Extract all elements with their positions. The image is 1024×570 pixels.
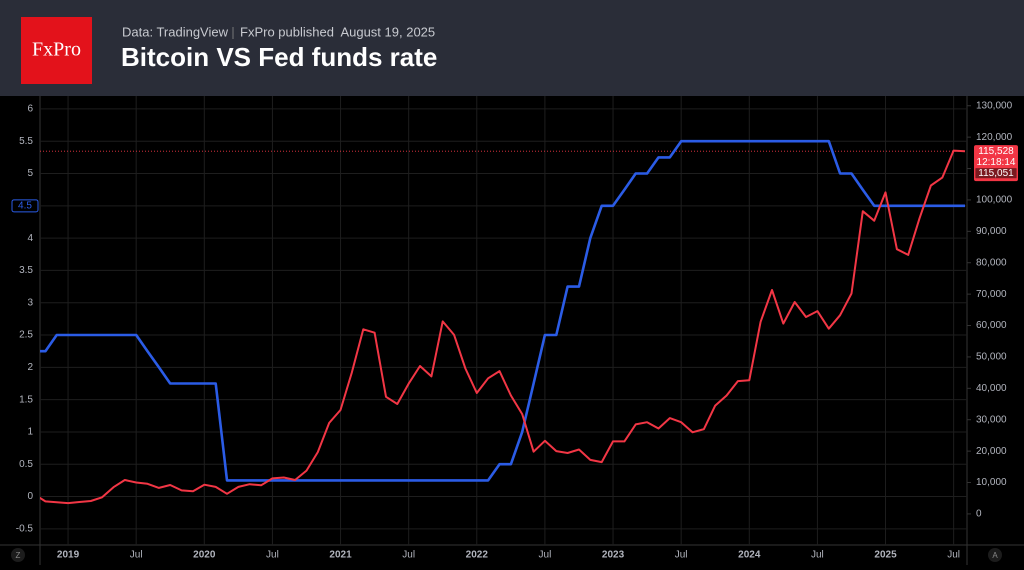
y-tick-label: 2.5 — [19, 330, 33, 341]
y2-tick-label: 120,000 — [976, 132, 1013, 143]
auto-button[interactable] — [988, 548, 1002, 562]
x-tick-label: 2020 — [193, 550, 216, 561]
chart-bg — [0, 96, 1024, 565]
y2-tick-label: 40,000 — [976, 383, 1007, 394]
y2-tick-label: 20,000 — [976, 446, 1007, 457]
series-line — [40, 149, 966, 505]
y-tick-label: 2 — [27, 362, 33, 373]
chart-title: Bitcoin VS Fed funds rate — [121, 42, 437, 72]
y2-tick-label: 90,000 — [976, 226, 1007, 237]
rate-marker-label: 4.5 — [18, 200, 32, 211]
x-tick-label: Jul — [947, 550, 960, 561]
x-tick-label: Jul — [811, 550, 824, 561]
x-tick-label: 2022 — [466, 550, 489, 561]
y2-tick-label: 10,000 — [976, 477, 1007, 488]
y2-tick-label: 30,000 — [976, 414, 1007, 425]
series-line — [40, 139, 965, 482]
rate-marker-box — [11, 199, 39, 213]
x-tick-label: Jul — [675, 550, 688, 561]
x-tick-label: Jul — [266, 550, 279, 561]
y2-tick-label: 70,000 — [976, 289, 1007, 300]
y2-tick-label: 60,000 — [976, 320, 1007, 331]
header-bg — [0, 0, 1024, 96]
auto-button-label[interactable]: A — [992, 551, 998, 560]
zoom-button[interactable] — [11, 548, 25, 562]
y-tick-label: 0.5 — [19, 459, 33, 470]
y2-tick-label: 80,000 — [976, 257, 1007, 268]
y2-tick-label: 0 — [976, 509, 982, 520]
x-tick-label: 2021 — [329, 550, 352, 561]
countdown: 12:18:14 — [977, 157, 1016, 168]
y-tick-label: 1.5 — [19, 394, 33, 405]
y-tick-label: 0 — [27, 491, 33, 502]
prev-close-label: 115,051 — [978, 168, 1014, 179]
y-tick-label: 3 — [27, 297, 33, 308]
y-tick-label: -0.5 — [16, 523, 34, 534]
y2-tick-label: 100,000 — [976, 195, 1013, 206]
zoom-button-label[interactable]: Z — [16, 551, 21, 560]
y2-tick-label: 50,000 — [976, 352, 1007, 363]
x-tick-label: Jul — [402, 550, 415, 561]
y-tick-label: 5 — [27, 168, 33, 179]
source: Data: TradingView — [122, 24, 229, 39]
logo-box — [21, 17, 92, 84]
y-tick-label: 1 — [27, 427, 33, 438]
x-tick-label: 2023 — [602, 550, 625, 561]
prev-close-box — [974, 167, 1018, 180]
logo: FxPro — [32, 39, 81, 61]
x-tick-label: Jul — [130, 550, 143, 561]
last-price-label: 115,528 — [978, 146, 1014, 157]
x-tick-label: Jul — [539, 550, 552, 561]
y-tick-label: 3.5 — [19, 265, 33, 276]
x-tick-label: 2019 — [57, 550, 80, 561]
published: FxPro published August 19, 2025 — [240, 24, 435, 39]
y-tick-label: 6 — [27, 104, 33, 115]
x-tick-label: 2024 — [738, 550, 761, 561]
y-tick-label: 5.5 — [19, 136, 33, 147]
y2-tick-label: 130,000 — [976, 100, 1013, 111]
y-tick-label: 4 — [27, 233, 33, 244]
x-tick-label: 2025 — [874, 550, 897, 561]
